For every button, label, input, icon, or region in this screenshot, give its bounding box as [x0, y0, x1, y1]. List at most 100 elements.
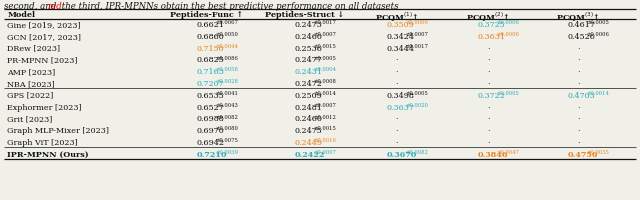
Text: ±0.0004: ±0.0004: [314, 67, 337, 72]
Text: ±0.0020: ±0.0020: [406, 103, 429, 108]
Text: AMP [2023]: AMP [2023]: [7, 68, 56, 76]
Text: ±0.0028: ±0.0028: [216, 79, 239, 84]
Text: Graph ViT [2023]: Graph ViT [2023]: [7, 139, 78, 147]
Text: ±0.0082: ±0.0082: [406, 150, 429, 155]
Text: Exphormer [2023]: Exphormer [2023]: [7, 104, 82, 112]
Text: ±0.0075: ±0.0075: [216, 138, 239, 143]
Text: ±0.0006: ±0.0006: [406, 20, 429, 25]
Text: ±0.0086: ±0.0086: [216, 56, 239, 61]
Text: ±0.0005: ±0.0005: [314, 56, 337, 61]
Text: ±0.0007: ±0.0007: [314, 32, 337, 37]
Text: ·: ·: [487, 80, 489, 88]
Text: Model: Model: [7, 11, 35, 19]
Text: ±0.0014: ±0.0014: [314, 91, 337, 96]
Text: 0.2460: 0.2460: [294, 33, 323, 41]
Text: Peptides-Struct ↓: Peptides-Struct ↓: [266, 11, 344, 19]
Text: ±0.0047: ±0.0047: [497, 150, 520, 155]
Text: 0.2431: 0.2431: [294, 68, 323, 76]
Text: 0.3498: 0.3498: [387, 92, 415, 100]
Text: ±0.0041: ±0.0041: [216, 91, 239, 96]
Text: ·: ·: [577, 80, 579, 88]
Text: ±0.0044: ±0.0044: [216, 44, 239, 49]
Text: ·: ·: [396, 80, 398, 88]
Text: 0.6860: 0.6860: [196, 33, 225, 41]
Text: ·: ·: [577, 139, 579, 147]
Text: 0.3846: 0.3846: [477, 151, 508, 159]
Text: second, and: second, and: [4, 2, 59, 11]
Text: ±0.0035: ±0.0035: [587, 150, 610, 155]
Text: ±0.0012: ±0.0012: [314, 115, 337, 120]
Text: 0.6527: 0.6527: [196, 104, 225, 112]
Text: ·: ·: [396, 127, 398, 135]
Text: ±0.0039: ±0.0039: [216, 150, 239, 155]
Text: ±0.0058: ±0.0058: [216, 67, 239, 72]
Text: ±0.0008: ±0.0008: [314, 79, 337, 84]
Text: 0.2475: 0.2475: [294, 127, 323, 135]
Text: PCQM$^{(3)}$↑: PCQM$^{(3)}$↑: [556, 11, 600, 24]
Text: NBA [2023]: NBA [2023]: [7, 80, 55, 88]
Text: 0.6825: 0.6825: [196, 56, 225, 64]
Text: 0.2473: 0.2473: [294, 21, 323, 29]
Text: ±0.0015: ±0.0015: [314, 44, 337, 49]
Text: IPR-MPNN (Ours): IPR-MPNN (Ours): [7, 151, 89, 159]
Text: 0.2536: 0.2536: [294, 45, 323, 53]
Text: ±0.0017: ±0.0017: [406, 44, 429, 49]
Text: 0.2481: 0.2481: [294, 104, 323, 112]
Text: ±0.0007: ±0.0007: [314, 150, 337, 155]
Text: 0.7207: 0.7207: [196, 80, 224, 88]
Text: 0.7163: 0.7163: [196, 68, 225, 76]
Text: ±0.0080: ±0.0080: [216, 126, 239, 131]
Text: ·: ·: [487, 104, 489, 112]
Text: Peptides-Func ↑: Peptides-Func ↑: [170, 11, 244, 19]
Text: ·: ·: [487, 127, 489, 135]
Text: 0.7210: 0.7210: [196, 151, 227, 159]
Text: 0.7150: 0.7150: [196, 45, 224, 53]
Text: the third. IPR-MPNNs obtain the best predictive performance on all datasets: the third. IPR-MPNNs obtain the best pre…: [59, 2, 399, 11]
Text: ±0.0017: ±0.0017: [314, 20, 337, 25]
Text: ·: ·: [487, 45, 489, 53]
Text: 0.2422: 0.2422: [294, 151, 325, 159]
Text: 0.2460: 0.2460: [294, 115, 323, 123]
Text: ±0.0005: ±0.0005: [497, 91, 520, 96]
Text: ·: ·: [577, 127, 579, 135]
Text: 0.3424: 0.3424: [387, 33, 415, 41]
Text: 0.3631: 0.3631: [477, 33, 506, 41]
Text: ·: ·: [487, 115, 489, 123]
Text: 0.3509: 0.3509: [387, 21, 415, 29]
Text: GPS [2022]: GPS [2022]: [7, 92, 54, 100]
Text: ±0.0006: ±0.0006: [497, 20, 520, 25]
Text: ±0.0015: ±0.0015: [314, 126, 337, 131]
Text: ±0.0005: ±0.0005: [406, 91, 429, 96]
Text: 0.3444: 0.3444: [387, 45, 415, 53]
Text: ±0.0007: ±0.0007: [406, 32, 429, 37]
Text: 0.6621: 0.6621: [196, 21, 225, 29]
Text: DRew [2023]: DRew [2023]: [7, 45, 60, 53]
Text: ±0.0043: ±0.0043: [216, 103, 239, 108]
Text: ·: ·: [396, 68, 398, 76]
Text: ·: ·: [577, 115, 579, 123]
Text: ·: ·: [396, 139, 398, 147]
Text: ±0.0006: ±0.0006: [587, 32, 610, 37]
Text: 0.2477: 0.2477: [294, 56, 323, 64]
Text: ·: ·: [487, 139, 489, 147]
Text: ±0.0005: ±0.0005: [587, 20, 610, 25]
Text: ·: ·: [577, 45, 579, 53]
Text: 0.6535: 0.6535: [196, 92, 225, 100]
Text: 0.6988: 0.6988: [196, 115, 225, 123]
Text: 0.2449: 0.2449: [294, 139, 323, 147]
Text: 0.4617: 0.4617: [568, 21, 596, 29]
Text: Gine [2019, 2023]: Gine [2019, 2023]: [7, 21, 81, 29]
Text: 0.3725: 0.3725: [477, 21, 506, 29]
Text: PR-MPNN [2023]: PR-MPNN [2023]: [7, 56, 77, 64]
Text: red: red: [47, 2, 61, 11]
Text: 0.4756: 0.4756: [568, 151, 598, 159]
Text: ±0.0007: ±0.0007: [314, 103, 337, 108]
Text: 0.6942: 0.6942: [196, 139, 225, 147]
Text: 0.4526: 0.4526: [568, 33, 596, 41]
Text: ±0.0016: ±0.0016: [314, 138, 337, 143]
Text: 0.4703: 0.4703: [568, 92, 595, 100]
Text: ±0.0082: ±0.0082: [216, 115, 239, 120]
Text: 0.3722: 0.3722: [477, 92, 506, 100]
Text: Graph MLP-Mixer [2023]: Graph MLP-Mixer [2023]: [7, 127, 109, 135]
Text: PCQM$^{(2)}$↑: PCQM$^{(2)}$↑: [467, 11, 509, 24]
